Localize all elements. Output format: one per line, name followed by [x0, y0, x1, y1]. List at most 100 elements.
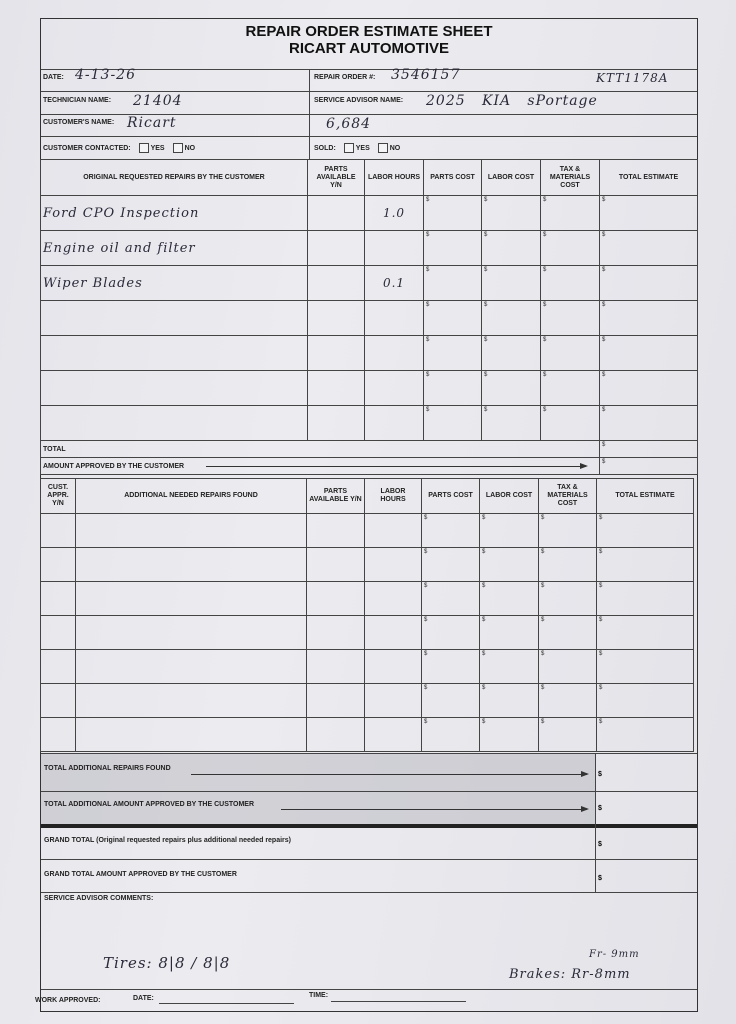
repair-description[interactable]: [75, 683, 307, 718]
cost-cell[interactable]: $: [538, 581, 597, 616]
repair-description[interactable]: Wiper Blades: [40, 265, 308, 301]
cost-cell[interactable]: $: [423, 230, 482, 266]
cost-cell[interactable]: $: [421, 649, 480, 684]
cost-cell[interactable]: $: [599, 300, 698, 336]
cost-cell[interactable]: $: [421, 683, 480, 718]
cost-cell[interactable]: $: [421, 513, 480, 548]
cost-cell[interactable]: $: [481, 405, 541, 441]
parts-available-cell[interactable]: [306, 649, 365, 684]
cost-cell[interactable]: $: [421, 615, 480, 650]
cust-approval-cell[interactable]: [40, 649, 76, 684]
labor-hours[interactable]: [364, 683, 422, 718]
cost-cell[interactable]: $: [599, 230, 698, 266]
parts-available-cell[interactable]: [306, 615, 365, 650]
cost-cell[interactable]: $: [423, 195, 482, 231]
cust-approval-cell[interactable]: [40, 615, 76, 650]
cost-cell[interactable]: $: [538, 683, 597, 718]
labor-hours[interactable]: [364, 581, 422, 616]
sold-no-checkbox[interactable]: [377, 143, 388, 153]
cost-cell[interactable]: $: [540, 405, 600, 441]
tag-value[interactable]: KTT1178A: [596, 71, 669, 85]
repair-description[interactable]: [40, 370, 308, 406]
parts-available-cell[interactable]: [306, 513, 365, 548]
labor-hours[interactable]: [364, 513, 422, 548]
cost-cell[interactable]: $: [479, 547, 539, 582]
cost-cell[interactable]: $: [423, 265, 482, 301]
work-approved-time-line[interactable]: [331, 1001, 466, 1002]
parts-available-cell[interactable]: [307, 300, 365, 336]
cost-cell[interactable]: $: [481, 230, 541, 266]
cust-approval-cell[interactable]: [40, 683, 76, 718]
cost-cell[interactable]: $: [540, 300, 600, 336]
labor-hours[interactable]: 0.1: [364, 265, 424, 301]
cost-cell[interactable]: $: [599, 405, 698, 441]
parts-available-cell[interactable]: [307, 405, 365, 441]
parts-available-cell[interactable]: [306, 683, 365, 718]
date-value[interactable]: 4-13-26: [75, 67, 136, 83]
cost-cell[interactable]: $: [540, 230, 600, 266]
labor-hours[interactable]: [364, 230, 424, 266]
cost-cell[interactable]: $: [540, 335, 600, 371]
cost-cell[interactable]: $: [540, 370, 600, 406]
cost-cell[interactable]: $: [423, 335, 482, 371]
cust-approval-cell[interactable]: [40, 581, 76, 616]
cost-cell[interactable]: $: [538, 547, 597, 582]
labor-hours[interactable]: 1.0: [364, 195, 424, 231]
cost-cell[interactable]: $: [596, 649, 694, 684]
parts-available-cell[interactable]: [307, 335, 365, 371]
cost-cell[interactable]: $: [481, 265, 541, 301]
cost-cell[interactable]: $: [481, 370, 541, 406]
cust-approval-cell[interactable]: [40, 513, 76, 548]
repair-description[interactable]: Engine oil and filter: [40, 230, 308, 266]
cost-cell[interactable]: $: [481, 300, 541, 336]
contacted-yes-checkbox[interactable]: [138, 143, 149, 153]
cost-cell[interactable]: $: [421, 547, 480, 582]
cost-cell[interactable]: $: [479, 615, 539, 650]
cost-cell[interactable]: $: [599, 265, 698, 301]
cost-cell[interactable]: $: [479, 649, 539, 684]
repair-description[interactable]: [75, 717, 307, 752]
cust-approval-cell[interactable]: [40, 717, 76, 752]
cost-cell[interactable]: $: [421, 581, 480, 616]
parts-available-cell[interactable]: [306, 581, 365, 616]
cost-cell[interactable]: $: [596, 615, 694, 650]
cost-cell[interactable]: $: [423, 405, 482, 441]
cost-cell[interactable]: $: [423, 300, 482, 336]
cost-cell[interactable]: $: [538, 649, 597, 684]
repair-description[interactable]: [75, 615, 307, 650]
parts-available-cell[interactable]: [306, 717, 365, 752]
labor-hours[interactable]: [364, 547, 422, 582]
parts-available-cell[interactable]: [307, 265, 365, 301]
service-advisor-value[interactable]: 2025 KIA sPortage: [426, 93, 598, 109]
mileage-value[interactable]: 6,684: [326, 116, 372, 132]
repair-description[interactable]: [75, 547, 307, 582]
parts-available-cell[interactable]: [307, 195, 365, 231]
customer-name-value[interactable]: Ricart: [127, 115, 177, 131]
labor-hours[interactable]: [364, 300, 424, 336]
cost-cell[interactable]: $: [596, 717, 694, 752]
labor-hours[interactable]: [364, 717, 422, 752]
cost-cell[interactable]: $: [423, 370, 482, 406]
cost-cell[interactable]: $: [538, 717, 597, 752]
labor-hours[interactable]: [364, 370, 424, 406]
cost-cell[interactable]: $: [596, 513, 694, 548]
cost-cell[interactable]: $: [540, 265, 600, 301]
cost-cell[interactable]: $: [599, 370, 698, 406]
cost-cell[interactable]: $: [479, 717, 539, 752]
cost-cell[interactable]: $: [479, 513, 539, 548]
repair-description[interactable]: [75, 513, 307, 548]
cost-cell[interactable]: $: [479, 581, 539, 616]
cost-cell[interactable]: $: [479, 683, 539, 718]
labor-hours[interactable]: [364, 405, 424, 441]
cost-cell[interactable]: $: [481, 195, 541, 231]
contacted-no-checkbox[interactable]: [172, 143, 183, 153]
repair-description[interactable]: [40, 405, 308, 441]
repair-description[interactable]: Ford CPO Inspection: [40, 195, 308, 231]
repair-description[interactable]: [40, 300, 308, 336]
repair-description[interactable]: [40, 335, 308, 371]
cost-cell[interactable]: $: [538, 615, 597, 650]
labor-hours[interactable]: [364, 649, 422, 684]
sold-yes-checkbox[interactable]: [343, 143, 354, 153]
repair-description[interactable]: [75, 649, 307, 684]
cost-cell[interactable]: $: [599, 195, 698, 231]
